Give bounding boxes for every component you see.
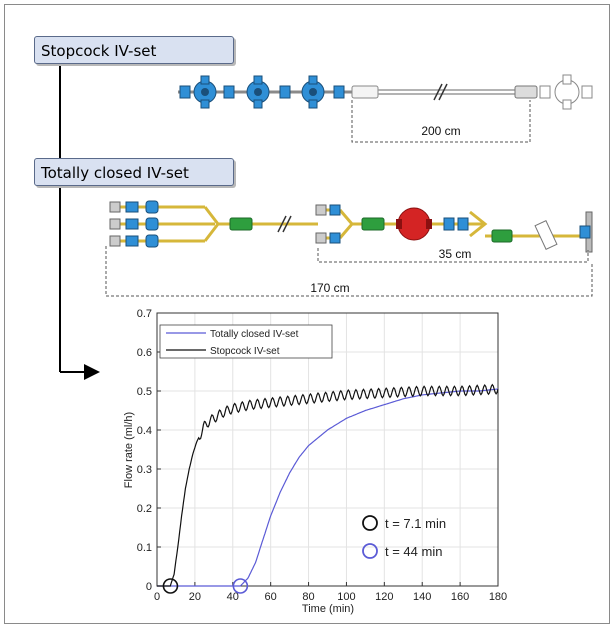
- closed-connector-1: [229, 217, 253, 231]
- closed-set-diagram: 35 cm 170 cm: [105, 200, 593, 297]
- closed-input-lines: [109, 200, 220, 248]
- extension-line: [351, 83, 538, 101]
- stopcock-dimension-bracket: [351, 100, 531, 143]
- annotation-label-1: t = 44 min: [385, 544, 442, 559]
- y-tick-label: 0.7: [137, 308, 152, 320]
- closed-pump: [396, 207, 432, 241]
- annotation-marker-0: [162, 578, 179, 594]
- closed-manifold-2: [315, 204, 400, 244]
- stopcock-set-diagram: 200 cm: [178, 74, 593, 143]
- y-tick-label: 0.5: [137, 386, 152, 398]
- y-tick-label: 0: [146, 581, 152, 593]
- annotation-label-0: t = 7.1 min: [385, 516, 446, 531]
- stopcock-set-label: Stopcock IV-set: [34, 36, 234, 64]
- tree-connector: [59, 58, 100, 380]
- closed-long-dimension-label: 170 cm: [310, 281, 349, 295]
- x-tick-label: 120: [375, 591, 393, 603]
- stopcock-dimension-label: 200 cm: [421, 124, 460, 138]
- x-tick-label: 100: [337, 591, 355, 603]
- y-tick-label: 0.4: [137, 425, 152, 437]
- closed-downstream: [432, 210, 593, 253]
- x-tick-label: 20: [189, 591, 201, 603]
- x-tick-label: 160: [451, 591, 469, 603]
- closed-short-dimension-label: 35 cm: [439, 247, 472, 261]
- x-tick-label: 0: [154, 591, 160, 603]
- flow-rate-chart: 0 20 40 60 80 100 120 140 160 180 0 0.1 0.2 0.3 0.4 0.…: [123, 308, 507, 615]
- stopcock-end-valve: [539, 74, 593, 110]
- closed-short-dimension-bracket: [317, 248, 589, 263]
- figure-frame: [4, 4, 610, 624]
- x-tick-label: 180: [489, 591, 507, 603]
- chart-series: [157, 383, 499, 587]
- legend-entry-closed: Totally closed IV-set: [210, 329, 299, 340]
- closed-long-dimension-bracket: [105, 246, 593, 297]
- chart-legend: Totally closed IV-set Stopcock IV-set: [159, 324, 333, 359]
- x-tick-label: 140: [413, 591, 431, 603]
- legend-entry-stopcock: Stopcock IV-set: [210, 346, 280, 357]
- stopcock-valve-3: [279, 75, 345, 109]
- y-tick-label: 0.6: [137, 347, 152, 359]
- stopcock-valve-1: [179, 75, 217, 109]
- series-line-0: [157, 388, 499, 587]
- chart-annotations: t = 7.1 min t = 44 min: [162, 515, 446, 594]
- stopcock-valve-2: [223, 75, 270, 109]
- y-axis-ticks: 0 0.1 0.2 0.3 0.4 0.5 0.6 0.7: [137, 308, 161, 593]
- y-tick-label: 0.2: [137, 503, 152, 515]
- x-axis-label: Time (min): [302, 603, 354, 615]
- annotation-key-1: [362, 543, 378, 559]
- x-tick-label: 80: [302, 591, 314, 603]
- annotation-marker-1: [232, 578, 249, 594]
- x-axis-ticks: 0 20 40 60 80 100 120 140 160 180: [154, 582, 507, 603]
- x-tick-label: 40: [227, 591, 239, 603]
- x-tick-label: 60: [265, 591, 277, 603]
- chart-plot-area: [156, 312, 499, 587]
- series-line-1: [157, 383, 499, 587]
- y-axis-label: Flow rate (ml/h): [123, 412, 135, 488]
- totally-closed-set-label: Totally closed IV-set: [34, 158, 234, 186]
- y-tick-label: 0.3: [137, 464, 152, 476]
- y-tick-label: 0.1: [137, 542, 152, 554]
- annotation-key-0: [362, 515, 378, 531]
